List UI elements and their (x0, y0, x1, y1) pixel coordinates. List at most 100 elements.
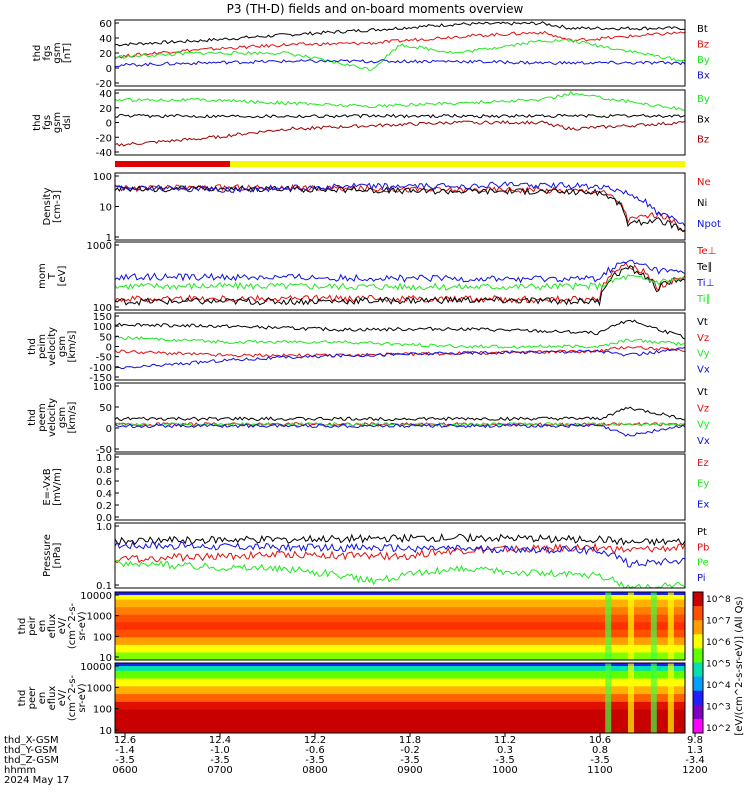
panel-10-band-9 (115, 725, 685, 734)
panel-9-frame (114, 591, 686, 661)
panel-1-legend-2: By (697, 55, 710, 66)
panel-2-legend-1: Bx (697, 114, 710, 125)
panel-6-line-vt-0 (114, 406, 686, 422)
panel-9-band-8 (115, 644, 685, 653)
panel-5-ylabel-3: gsm (57, 336, 68, 357)
panel-9-ytick-label-1: 1000 (87, 612, 112, 623)
panel-9-band-7 (115, 637, 685, 646)
panel-6-ylabel-4: [km/s] (67, 401, 78, 433)
panel-10-band-3 (115, 678, 685, 687)
xaxis-row-label-4: 2024 May 17 (4, 775, 69, 786)
xaxis-value-6-2: -3.4 (685, 755, 705, 766)
panel-9-band-5 (115, 622, 685, 631)
panel-7-legend-2: Ex (697, 499, 709, 510)
chart-title: P3 (TH-D) fields and on-board moments ov… (226, 2, 524, 16)
panel-7-ytick-label-4: 0.2 (96, 501, 112, 512)
panel-8-frame (114, 522, 686, 589)
xaxis-value-3-2: -3.5 (400, 755, 420, 766)
panel-9-ytick-label-3: 10 (99, 653, 112, 664)
panel-6-ylabel-0: thd (27, 409, 38, 426)
panel-1-ylabel-0: thd (32, 45, 43, 62)
colorbar-tick-5: 10^3 (706, 703, 731, 713)
panel-10-ylabel-3: eflux (47, 686, 58, 711)
panel-10-band-4 (115, 686, 685, 695)
panel-2-line-bz-2 (114, 120, 686, 147)
xaxis-value-3-3: 0900 (397, 765, 422, 776)
mode-bar-yellow (230, 161, 685, 167)
colorbar-tick-4: 10^4 (706, 681, 731, 691)
panel-4-legend-3: Ti∥ (696, 294, 711, 305)
panel-3-line-npot-2 (114, 181, 686, 227)
panel-6-legend-1: Vz (697, 403, 709, 414)
panel-10-top-band (115, 663, 685, 666)
panel-5-ytick-label-2: 50 (99, 332, 112, 343)
panel-6-line-vy-2 (114, 422, 686, 427)
xaxis-row-label-0: thd_X-GSM (4, 735, 59, 746)
panel-8-line-pb-1 (114, 542, 686, 564)
panel-10-frame (114, 662, 686, 734)
colorbar-tick-0: 10^8 (706, 595, 731, 605)
panel-5-line-vy-2 (114, 335, 686, 349)
panel-9-burst-2 (628, 592, 634, 660)
colorbar-segment-2 (693, 606, 703, 621)
panel-6-ytick-label-2: 0 (106, 424, 112, 435)
panel-2-ylabel-1: fgs (42, 115, 53, 130)
panel-3-ytick-label-0: 100 (93, 172, 112, 183)
colorbar-segment-5 (693, 648, 703, 663)
panel-5-ytick-label-4: -50 (96, 353, 112, 364)
panel-8-ytick-label-1: 0.1 (96, 581, 112, 592)
panel-5-ylabel-1: peim (37, 334, 48, 359)
panel-5-legend-1: Vz (697, 333, 709, 344)
xaxis-row-label-2: thd_Z-GSM (4, 755, 59, 766)
xaxis-value-3-1: -0.2 (400, 745, 420, 756)
panel-8-ylabel-1: [nPa] (52, 542, 63, 568)
panel-5-ytick-label-3: 0 (106, 343, 112, 354)
colorbar-tick-2: 10^6 (706, 638, 731, 648)
colorbar-segment-4 (693, 634, 703, 649)
panel-6-ylabel-1: peem (37, 403, 48, 431)
xaxis-value-4-2: -3.5 (495, 755, 515, 766)
panel-4-legend-1: Te∥ (696, 262, 713, 273)
panel-5-frame (114, 312, 686, 381)
panel-5-ylabel-0: thd (27, 338, 38, 355)
panel-1-ylabel-2: gsm (52, 42, 63, 63)
panel-8-line-pt-0 (114, 532, 686, 547)
panel-7-frame (114, 453, 686, 521)
panel-3-legend-1: Ni (697, 198, 707, 209)
xaxis-value-4-1: 0.3 (497, 745, 513, 756)
panel-6-legend-3: Vx (697, 436, 710, 447)
panel-10-ylabel-4: eV/ (57, 689, 68, 706)
panel-9-band-2 (115, 599, 685, 608)
xaxis-value-1-1: -1.0 (210, 745, 230, 756)
panel-8-legend-0: Pt (697, 527, 707, 538)
panel-1-legend-0: Bt (697, 24, 708, 35)
panel-10-ytick-label-0: 10000 (80, 662, 112, 673)
panel-6-ylabel-2: velocity (47, 398, 58, 437)
panel-10-burst-2 (628, 663, 634, 733)
panel-2-line-by-0 (114, 90, 686, 111)
panel-6-ytick-label-1: 50 (99, 403, 112, 414)
xaxis-value-5-2: -3.5 (590, 755, 610, 766)
panel-10-ytick-label-3: 10 (99, 726, 112, 737)
colorbar-tick-1: 10^7 (706, 617, 731, 627)
panel-4-ylabel-0: mom (37, 263, 48, 289)
panel-2-ylabel-0: thd (32, 114, 43, 131)
panel-5-ytick-label-1: 100 (93, 322, 112, 333)
panel-4-line-ti-3 (114, 274, 686, 291)
panel-10-band-2 (115, 670, 685, 680)
panel-1-ytick-label-4: -20 (96, 79, 112, 90)
colorbar-segment-7 (693, 676, 703, 692)
colorbar-tick-6: 10^2 (706, 724, 731, 734)
panel-8-line-pe-2 (114, 559, 686, 589)
panel-6-frame (114, 382, 686, 453)
panel-7-legend-0: Ez (697, 458, 709, 469)
panel-1-ylabel-3: [nT] (62, 43, 73, 63)
xaxis-value-5-3: 1100 (587, 765, 612, 776)
xaxis-value-3-0: 11.8 (399, 735, 421, 746)
colorbar-segment-1 (693, 592, 703, 607)
panel-10-ytick-label-1: 1000 (87, 683, 112, 694)
panel-9-ylabel-1: peir (27, 615, 38, 635)
panel-7-ylabel-0: E=-VxB (42, 468, 53, 505)
panel-9-band-4 (115, 614, 685, 623)
xaxis-value-0-3: 0600 (112, 765, 137, 776)
